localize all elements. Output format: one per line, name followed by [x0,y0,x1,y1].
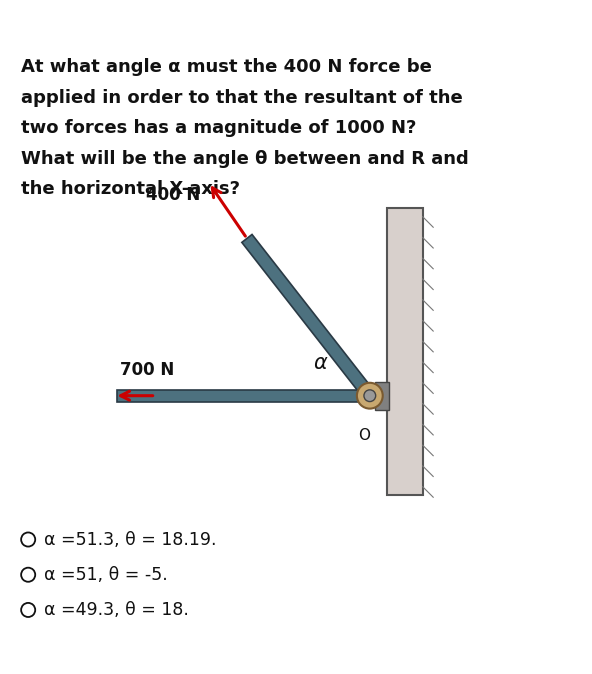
Bar [387,208,423,495]
Text: α =51.3, θ = 18.19.: α =51.3, θ = 18.19. [44,530,217,549]
Text: O: O [358,428,370,443]
Text: the horizontal X-axis?: the horizontal X-axis? [21,180,240,198]
Text: 400 N: 400 N [146,185,200,204]
Polygon shape [242,235,375,400]
Bar [375,381,389,410]
Text: two forces has a magnitude of 1000 N?: two forces has a magnitude of 1000 N? [21,119,416,137]
Polygon shape [117,390,370,402]
Text: What will be the angle θ between and R and: What will be the angle θ between and R a… [21,150,468,168]
Text: applied in order to that the resultant of the: applied in order to that the resultant o… [21,89,462,106]
Circle shape [364,390,376,402]
Text: α =49.3, θ = 18.: α =49.3, θ = 18. [44,601,189,619]
Circle shape [357,383,382,408]
Text: At what angle α must the 400 N force be: At what angle α must the 400 N force be [21,58,432,76]
Text: 700 N: 700 N [120,361,175,379]
Text: α: α [313,353,327,373]
Text: α =51, θ = -5.: α =51, θ = -5. [44,565,168,584]
